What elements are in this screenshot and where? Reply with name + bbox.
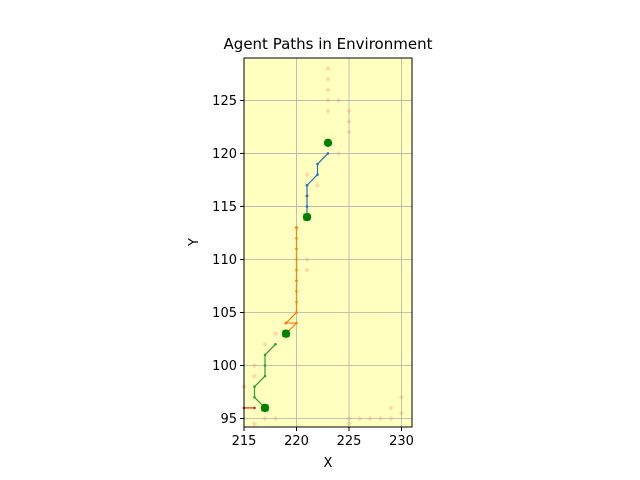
- x-tick-label: 225: [337, 434, 362, 449]
- path-point: [295, 321, 298, 325]
- path-point: [326, 152, 330, 155]
- path-point: [263, 374, 267, 378]
- obstacle-marker: [304, 172, 310, 178]
- path-point: [284, 321, 288, 325]
- obstacle-marker: [325, 108, 331, 114]
- plot-area: 215 220 225 230 95 100 105 110 115 120 125: [212, 57, 414, 449]
- x-tick-label: 220: [284, 434, 309, 449]
- axes-frame: [243, 57, 413, 428]
- path-point: [253, 396, 256, 399]
- obstacle-marker: [325, 87, 331, 93]
- obstacle-marker: [251, 373, 258, 379]
- path-point: [316, 162, 319, 166]
- path-point: [295, 236, 298, 240]
- path-point: [295, 289, 298, 293]
- path-point: [316, 173, 319, 176]
- chart-title: Agent Paths in Environment: [224, 35, 433, 53]
- path-point: [295, 258, 298, 261]
- path-point: [305, 194, 309, 198]
- path-point: [263, 353, 267, 357]
- y-tick-label: 95: [220, 412, 237, 427]
- y-axis-label: Y: [187, 238, 202, 247]
- y-tick-label: 110: [212, 253, 237, 268]
- obstacle-marker: [314, 182, 321, 188]
- obstacle-marker: [388, 405, 394, 411]
- obstacle-marker: [325, 76, 331, 82]
- path-point: [263, 364, 267, 367]
- goal-marker: [281, 329, 291, 338]
- agent-path-2: [284, 227, 298, 335]
- y-tick-label: 105: [212, 306, 237, 321]
- path-point: [305, 205, 309, 208]
- y-tick-label: 115: [212, 200, 237, 215]
- path-point: [274, 342, 277, 346]
- obstacle-marker: [272, 331, 279, 337]
- obstacle-marker: [251, 421, 258, 427]
- y-tick-label: 100: [212, 359, 237, 374]
- x-tick-label: 215: [232, 434, 257, 449]
- obstacle-marker: [262, 341, 268, 347]
- path-point: [295, 226, 298, 229]
- y-tick-label: 125: [212, 94, 237, 109]
- path-point: [295, 311, 298, 314]
- path-point: [295, 279, 298, 282]
- path-point: [253, 385, 256, 389]
- path-point: [295, 247, 298, 251]
- path-point: [295, 300, 298, 304]
- goal-marker: [302, 212, 312, 222]
- x-tick-label: 230: [389, 434, 414, 449]
- path-point: [253, 406, 256, 410]
- obstacle-marker: [325, 66, 331, 72]
- path-point: [295, 268, 298, 272]
- goal-marker: [323, 138, 333, 148]
- obstacle-marker: [304, 267, 310, 273]
- y-tick-label: 120: [212, 147, 237, 162]
- path-point: [305, 183, 309, 187]
- x-axis-label: X: [324, 456, 333, 471]
- goal-marker: [260, 403, 270, 413]
